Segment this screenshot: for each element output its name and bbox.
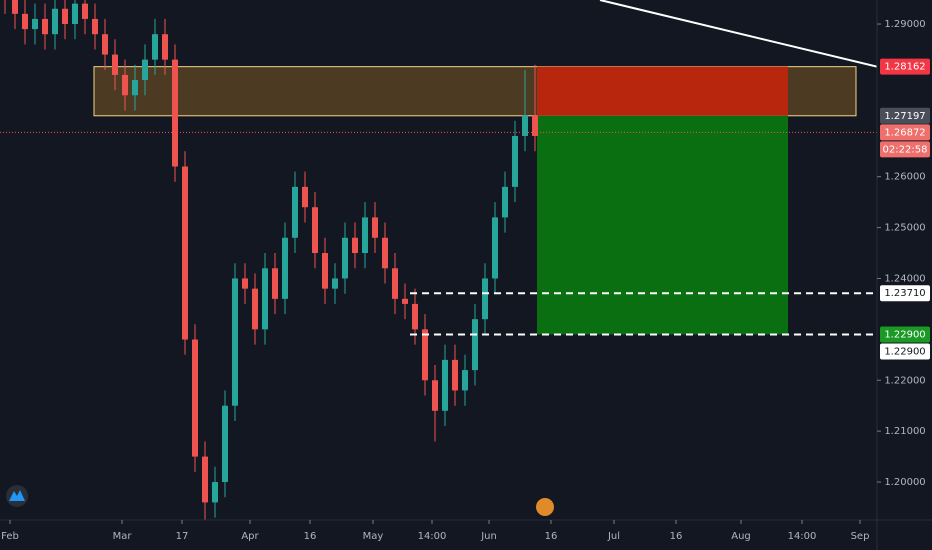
x-tick-label: Jun [480,531,497,542]
candle-body [232,278,238,406]
candle-body [202,456,208,503]
candle-body [22,13,28,30]
candle-body [532,115,538,136]
candle-body [192,339,198,457]
candle-body [322,253,328,289]
candle-body [92,18,98,35]
candle-body [472,319,478,371]
price-label: 1.22900 [884,329,925,340]
candle-body [132,80,138,96]
y-tick-label: 1.24000 [884,273,925,284]
candle-body [182,166,188,340]
x-tick-label: May [363,531,384,542]
price-label-box [880,326,930,343]
price-label: 1.28162 [884,62,925,73]
trendline [599,0,877,68]
candle-body [402,298,408,304]
candle-body [392,268,398,299]
candle-body [82,3,88,19]
candle-body [372,217,378,238]
stop-loss-box [537,66,788,116]
plot-area [0,0,877,520]
x-tick-label: 14:00 [788,531,817,542]
candle-body [492,217,498,279]
candle-body [522,115,528,136]
candle-body [292,186,298,238]
candle-body [42,18,48,35]
candle-body [442,359,448,411]
candle-body [62,8,68,25]
price-label-box [880,285,930,302]
x-tick-label: 16 [670,531,683,542]
candle-body [172,59,178,167]
price-label: 1.27197 [884,111,925,122]
candle-body [222,405,228,483]
candle-body [482,278,488,320]
x-tick-label: 16 [304,531,317,542]
candle-body [282,237,288,299]
candle-body [262,268,268,330]
candle-body [512,135,518,187]
candle-body [142,59,148,80]
countdown-box [880,141,930,158]
candle-body [252,288,258,330]
candle-body [242,278,248,289]
candle-body [212,482,218,503]
candle-body [452,359,458,391]
candle-body [102,34,108,55]
x-tick-label: 14:00 [418,531,447,542]
candle-body [12,0,18,14]
candle-body [382,237,388,269]
take-profit-box [537,115,788,335]
candle-body [272,268,278,299]
y-tick-label: 1.26000 [884,172,925,183]
candle-body [432,380,438,411]
x-tick-label: 16 [545,531,558,542]
candle-body [122,74,128,96]
logo-mark [9,490,25,501]
candle-body [162,34,168,60]
y-tick-label: 1.25000 [884,223,925,234]
price-label-box [880,124,930,141]
axes: 1.29000 1.26000 1.25000 1.24000 1.22000 1.210… [1,19,930,542]
candle-body [502,186,508,218]
candle-body [112,54,118,75]
candle-body [362,217,368,254]
y-tick-label: 1.21000 [884,426,925,437]
candle-body [302,186,308,208]
candle-body [342,237,348,279]
x-tick-label: Sep [851,531,870,542]
x-tick-label: Feb [1,531,19,542]
candle-body [422,329,428,381]
candle-body [352,237,358,254]
x-tick-label: Aug [731,531,751,542]
y-tick-label: 1.20000 [884,477,925,488]
event-icon [536,498,554,516]
x-tick-label: 17 [176,531,189,542]
y-tick-label: 1.29000 [884,19,925,30]
level-label-box [880,343,930,360]
candle-body [332,278,338,289]
y-tick-label: 1.22000 [884,375,925,386]
x-tick-label: Mar [113,531,133,542]
candle-body [412,303,418,330]
countdown: 02:22:58 [883,144,928,155]
x-tick-label: Jul [607,531,620,542]
candle-body [32,18,38,30]
x-tick-label: Apr [241,531,259,542]
price-label-box [880,58,930,75]
candle-body [52,8,58,35]
level-label: 1.22900 [884,346,925,357]
price-label: 1.26872 [884,127,925,138]
candle-body [312,207,318,254]
candle-body [72,3,78,25]
candle-body [462,370,468,391]
candle-body [152,34,158,60]
price-label: 1.23710 [884,288,925,299]
price-label-box [880,107,930,124]
